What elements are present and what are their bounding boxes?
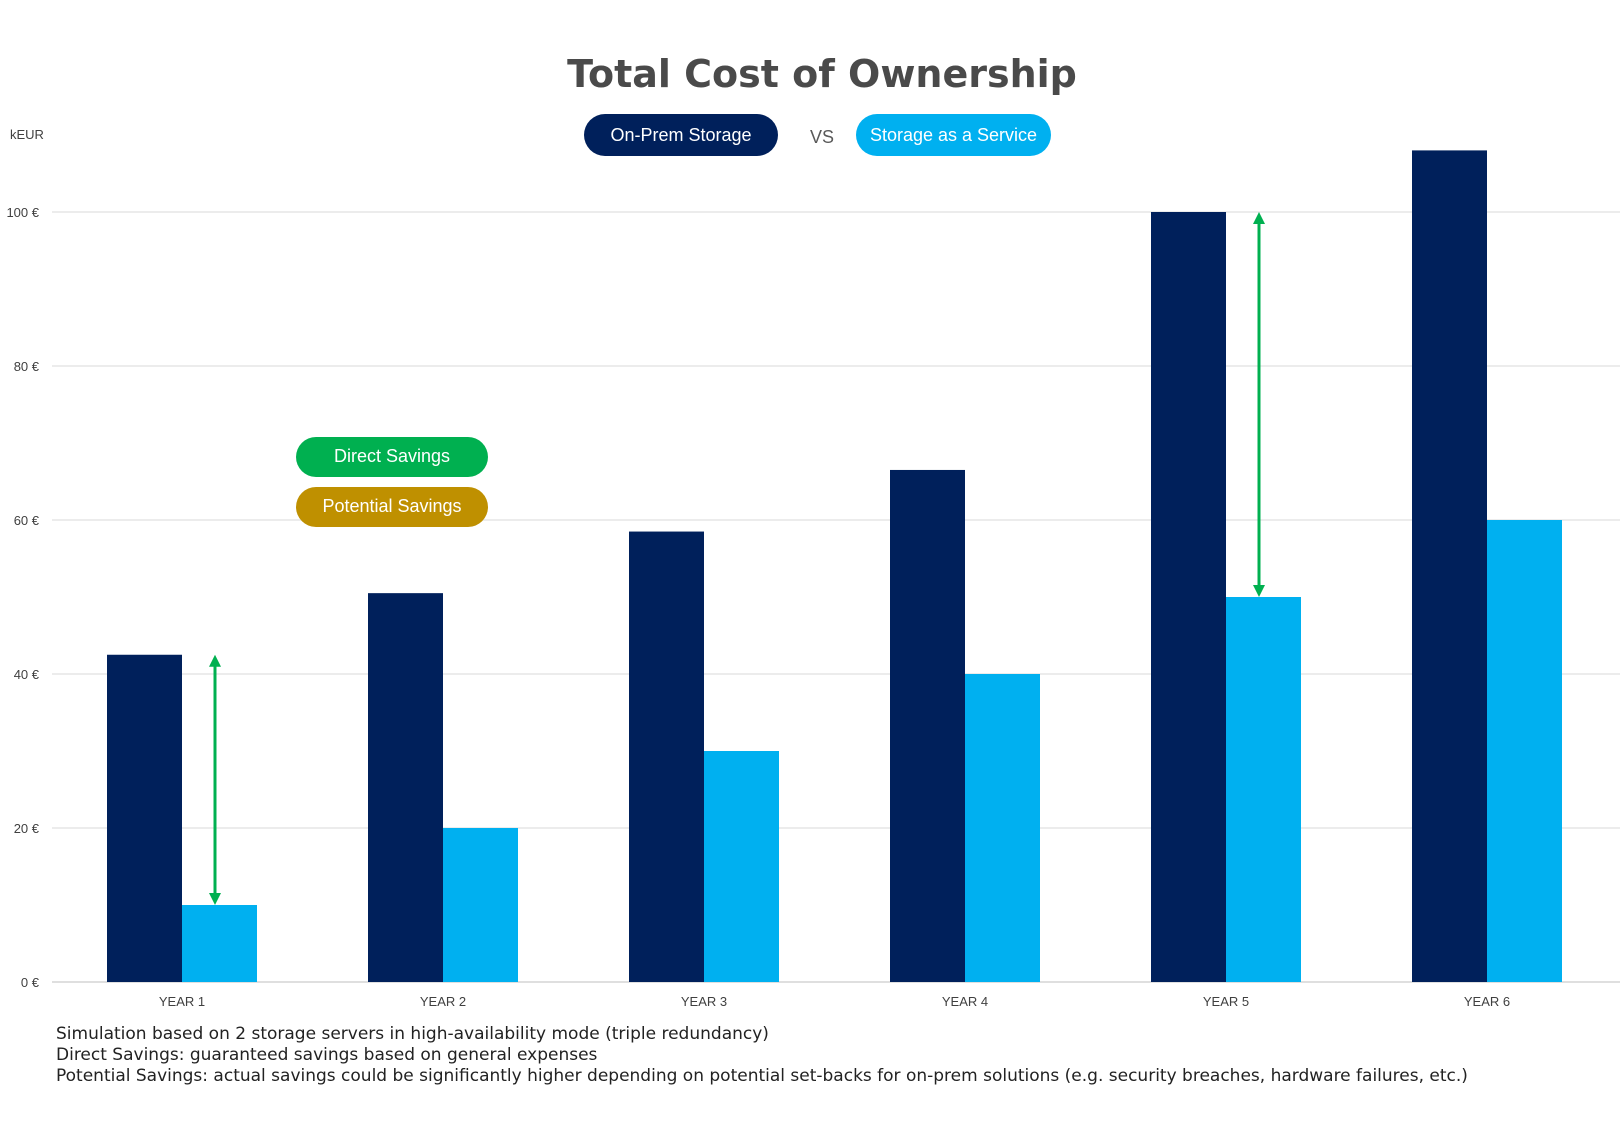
direct-savings-label: Direct Savings (334, 446, 450, 466)
chart-title: Total Cost of Ownership (567, 52, 1077, 96)
legend-vs-label: VS (810, 127, 834, 147)
direct-savings-pill (296, 437, 488, 477)
y-tick-label: 20 € (14, 821, 40, 836)
legend: On-Prem Storage Storage as a Service VS (584, 114, 1051, 156)
footnote-simulation: Simulation based on 2 storage servers in… (56, 1024, 769, 1044)
direct-savings-arrow-head-up (1253, 212, 1265, 224)
y-axis-unit-label: kEUR (10, 127, 44, 142)
gridlines (52, 211, 1620, 983)
legend-staas-label: Storage as a Service (870, 125, 1037, 145)
legend-staas-pill (856, 114, 1051, 156)
legend-on-prem-label: On-Prem Storage (610, 125, 751, 145)
bar-staas-5 (1226, 597, 1301, 982)
bars (107, 150, 1562, 982)
y-tick-label: 80 € (14, 359, 40, 374)
x-tick-label: YEAR 5 (1203, 994, 1249, 1009)
bar-staas-3 (704, 751, 779, 982)
x-tick-label: YEAR 4 (942, 994, 988, 1009)
bar-on-prem-3 (629, 531, 704, 982)
y-tick-label: 60 € (14, 513, 40, 528)
bar-staas-1 (182, 905, 257, 982)
bar-on-prem-4 (890, 469, 965, 982)
footnote-potential-savings: Potential Savings: actual savings could … (56, 1066, 1468, 1086)
bar-on-prem-2 (368, 593, 443, 982)
potential-savings-label: Potential Savings (322, 496, 461, 516)
direct-savings-arrow-head-up (209, 654, 221, 667)
bar-staas-2 (443, 828, 518, 982)
direct-savings-arrow-head-down (1253, 585, 1265, 597)
footnote-direct-savings: Direct Savings: guaranteed savings based… (56, 1045, 598, 1065)
savings-arrows (209, 12, 1265, 905)
x-axis-ticks: YEAR 1 YEAR 2 YEAR 3 YEAR 4 YEAR 5 YEAR 6 (159, 994, 1510, 1009)
y-tick-label: 40 € (14, 667, 40, 682)
bar-on-prem-1 (107, 654, 182, 982)
potential-savings-pill (296, 487, 488, 527)
footnotes: Simulation based on 2 storage servers in… (56, 1024, 1468, 1087)
bar-on-prem-6 (1412, 150, 1487, 982)
legend-on-prem-pill (584, 114, 778, 156)
bar-staas-4 (965, 674, 1040, 982)
y-tick-label: 0 € (21, 975, 40, 990)
x-tick-label: YEAR 3 (681, 994, 727, 1009)
bar-on-prem-5 (1151, 212, 1226, 982)
direct-savings-arrow-head-down (209, 893, 221, 905)
x-tick-label: YEAR 2 (420, 994, 466, 1009)
bar-staas-6 (1487, 520, 1562, 982)
x-tick-label: YEAR 1 (159, 994, 205, 1009)
x-tick-label: YEAR 6 (1464, 994, 1510, 1009)
y-axis-ticks: 0 € 20 € 40 € 60 € 80 € 100 € (6, 205, 39, 990)
savings-legend: Direct Savings Potential Savings (296, 437, 488, 527)
y-tick-label: 100 € (6, 205, 39, 220)
